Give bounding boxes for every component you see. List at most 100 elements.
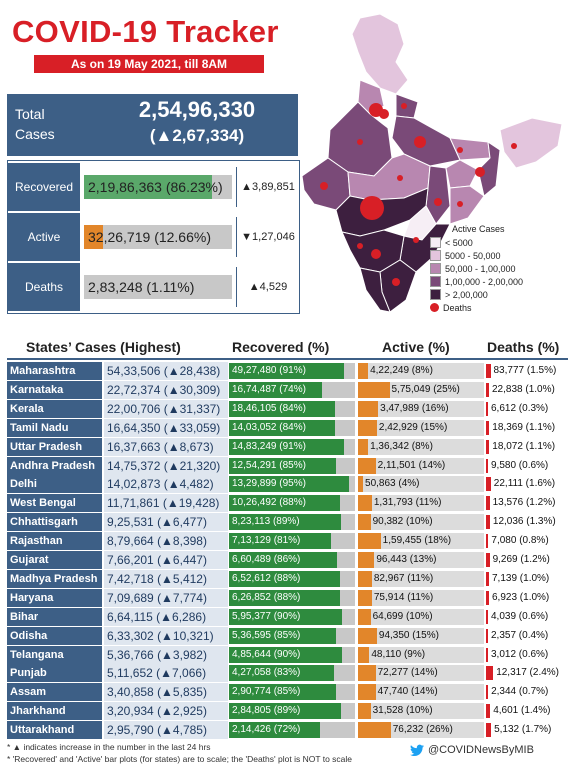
deaths-bar (486, 477, 491, 492)
cases-delta: (▲8,673) (163, 439, 214, 454)
recovered-value: 7,13,129 (81%) (232, 535, 301, 547)
active-bar (358, 665, 376, 682)
recovered-bar-track (229, 495, 355, 512)
summary-value: 2,83,248 (1.11%) (88, 279, 195, 295)
active-bar-track (358, 419, 484, 436)
state-name: Karnataka (7, 380, 102, 399)
table-row: Gujarat 7,66,201 (▲6,447) 6,60,489 (86%) 96… (7, 551, 568, 569)
cases-delta: (▲3,982) (157, 647, 207, 662)
cases-value: 6,64,115 (107, 609, 153, 624)
state-cases: 7,09,689 (▲7,774) (104, 588, 228, 607)
cases-value: 14,75,372 (107, 458, 161, 473)
state-cases: 5,11,652 (▲7,066) (104, 664, 228, 683)
legend-swatch (430, 237, 441, 248)
active-value: 5,75,049 (25%) (391, 383, 460, 395)
state-cases: 8,79,664 (▲8,398) (104, 532, 228, 551)
deaths-value: 22,111 (1.6%) (493, 478, 556, 490)
deaths-value: 9,580 (0.6%) (491, 459, 549, 471)
map-region-kerala (359, 267, 391, 313)
summary-delta: ▲3,89,851 (241, 181, 295, 193)
deaths-bar (486, 401, 488, 416)
active-bar-track (358, 381, 484, 398)
table-row: Maharashtra 54,33,506 (▲28,438) 49,27,480 … (7, 362, 568, 380)
active-bar (358, 514, 371, 531)
summary-divider (236, 217, 237, 257)
active-value: 1,36,342 (8%) (370, 440, 433, 452)
recovered-value: 6,52,612 (88%) (232, 572, 301, 584)
cases-value: 9,25,531 (107, 515, 154, 530)
state-name: Delhi (7, 475, 102, 494)
recovered-bar (229, 552, 338, 568)
cases-value: 3,20,934 (107, 704, 154, 719)
active-bar (358, 476, 364, 493)
cases-delta: (▲21,320) (163, 458, 221, 473)
total-cases-delta: (▲2,67,334) (149, 126, 245, 145)
active-value: 1,31,793 (11%) (373, 497, 442, 509)
active-value: 76,232 (26%) (392, 724, 453, 736)
summary-label: Recovered (8, 163, 80, 211)
state-name: Assam (7, 683, 102, 702)
state-name: Telangana (7, 645, 102, 664)
deaths-bar (486, 496, 490, 511)
date-banner: As on 19 May 2021, till 8AM (34, 55, 264, 73)
recovered-bar-track (229, 665, 355, 682)
active-value: 82,967 (11%) (373, 572, 434, 584)
legend-item: > 2,00,000 (430, 288, 568, 301)
total-label-line1: Total (15, 106, 45, 122)
state-cases: 22,72,374 (▲30,309) (104, 380, 228, 399)
active-bar (358, 457, 376, 474)
summary-bar-track (84, 225, 232, 249)
twitter-handle: @COVIDNewsByMIB (428, 744, 534, 756)
cases-value: 16,37,663 (107, 439, 161, 454)
state-name: Maharashtra (7, 362, 102, 380)
active-bar-track (358, 589, 484, 606)
state-cases: 6,64,115 (▲6,286) (104, 607, 228, 626)
page-title: COVID-19 Tracker (12, 14, 279, 49)
recovered-bar (229, 419, 335, 436)
state-cases: 9,25,531 (▲6,477) (104, 513, 228, 532)
cases-value: 11,71,861 (107, 496, 160, 511)
cases-value: 6,33,302 (107, 628, 154, 643)
death-marker (379, 109, 389, 119)
twitter-icon (410, 744, 424, 757)
table-row: Punjab 5,11,652 (▲7,066) 4,27,058 (83%) 72,… (7, 664, 568, 683)
recovered-bar-track (229, 419, 355, 436)
legend-swatch (430, 263, 441, 274)
legend-item: Deaths (430, 301, 568, 314)
recovered-value: 14,03,052 (84%) (232, 421, 306, 433)
active-bar (358, 608, 371, 625)
recovered-value: 18,46,105 (84%) (232, 402, 306, 414)
deaths-bar (486, 364, 491, 378)
deaths-bar (486, 590, 489, 605)
summary-panel: Recovered 2,19,86,363 (86.23%) ▲3,89,851… (7, 160, 300, 314)
cases-delta: (▲6,447) (157, 553, 207, 567)
state-cases: 14,02,873 (▲4,482) (104, 475, 228, 494)
cases-delta: (▲10,321) (157, 628, 214, 643)
legend-title: Active Cases (452, 224, 505, 234)
active-bar-track (358, 552, 484, 568)
death-marker (320, 182, 328, 190)
summary-delta: ▼1,27,046 (241, 231, 295, 243)
table-row: Kerala 22,00,706 (▲31,337) 18,46,105 (84%)… (7, 399, 568, 418)
recovered-bar (229, 514, 342, 531)
state-name: Kerala (7, 399, 102, 418)
deaths-value: 22,838 (1.0%) (492, 383, 555, 395)
header-recovered: Recovered (%) (232, 339, 330, 355)
summary-label: Active (8, 213, 80, 261)
summary-row-deaths: Deaths 2,83,248 (1.11%) ▲4,529 (8, 263, 299, 311)
cases-value: 8,79,664 (107, 534, 154, 549)
cases-value: 3,40,858 (107, 685, 154, 700)
death-marker (371, 249, 381, 259)
state-name: Haryana (7, 588, 102, 607)
footnote-1: * ▲ indicates increase in the number in … (7, 742, 211, 752)
active-value: 2,42,929 (15%) (378, 421, 448, 433)
active-bar (358, 533, 381, 550)
active-bar-track (358, 570, 484, 587)
deaths-bar (486, 723, 492, 738)
recovered-bar-track (229, 400, 355, 417)
table-row: Telangana 5,36,766 (▲3,982) 4,85,644 (90%)… (7, 645, 568, 664)
recovered-value: 8,23,113 (89%) (232, 516, 300, 528)
active-bar (358, 363, 369, 379)
active-bar-track (358, 684, 484, 701)
deaths-value: 13,576 (1.2%) (492, 497, 556, 509)
